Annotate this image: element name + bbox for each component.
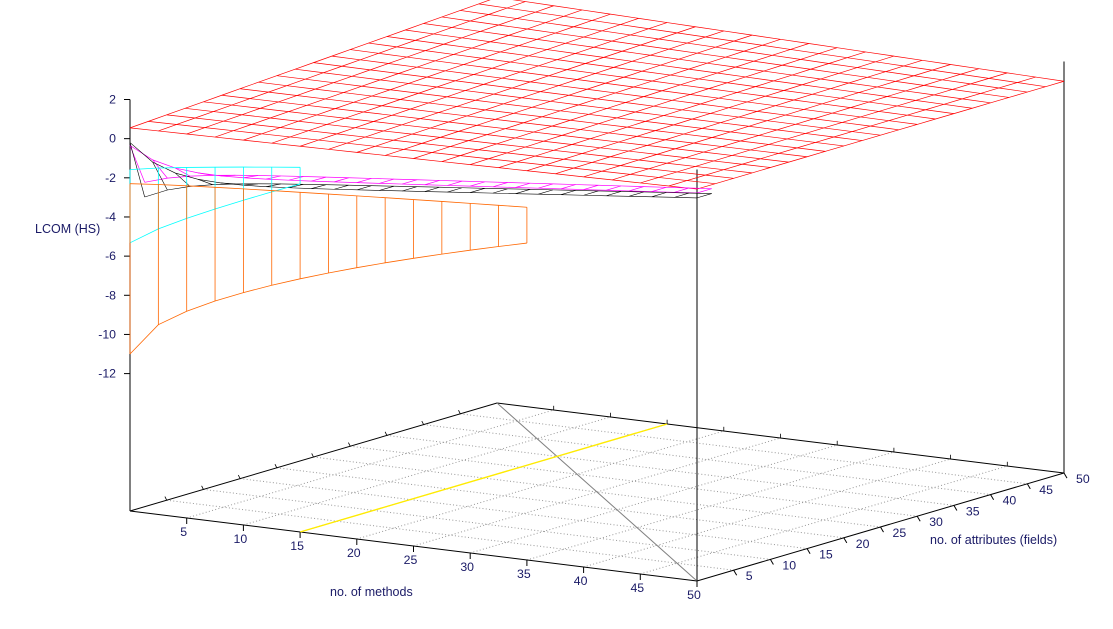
- svg-text:35: 35: [966, 504, 980, 518]
- svg-text:25: 25: [893, 526, 907, 540]
- svg-text:50: 50: [687, 588, 701, 602]
- svg-text:15: 15: [819, 548, 833, 562]
- svg-text:no. of methods: no. of methods: [330, 585, 413, 599]
- svg-text:20: 20: [856, 537, 870, 551]
- svg-text:no. of attributes (fields): no. of attributes (fields): [930, 533, 1057, 547]
- svg-text:45: 45: [630, 581, 644, 595]
- svg-text:40: 40: [1003, 494, 1017, 508]
- svg-text:20: 20: [347, 546, 361, 560]
- svg-text:40: 40: [574, 574, 588, 588]
- svg-text:15: 15: [290, 539, 304, 553]
- svg-text:35: 35: [517, 567, 531, 581]
- svg-text:-2: -2: [105, 171, 116, 185]
- svg-text:5: 5: [180, 525, 187, 539]
- svg-text:5: 5: [746, 569, 753, 583]
- svg-text:-6: -6: [105, 249, 116, 263]
- svg-text:LCOM (HS): LCOM (HS): [35, 222, 100, 236]
- svg-text:-12: -12: [98, 367, 116, 381]
- svg-text:-10: -10: [98, 327, 116, 341]
- svg-text:50: 50: [1076, 472, 1090, 486]
- svg-text:30: 30: [460, 560, 474, 574]
- svg-text:25: 25: [404, 553, 418, 567]
- svg-text:30: 30: [929, 515, 943, 529]
- svg-text:0: 0: [109, 132, 116, 146]
- svg-text:10: 10: [234, 532, 248, 546]
- svg-text:-8: -8: [105, 288, 116, 302]
- svg-text:-4: -4: [105, 210, 116, 224]
- svg-text:10: 10: [782, 558, 796, 572]
- svg-text:2: 2: [109, 93, 116, 107]
- svg-text:45: 45: [1039, 483, 1053, 497]
